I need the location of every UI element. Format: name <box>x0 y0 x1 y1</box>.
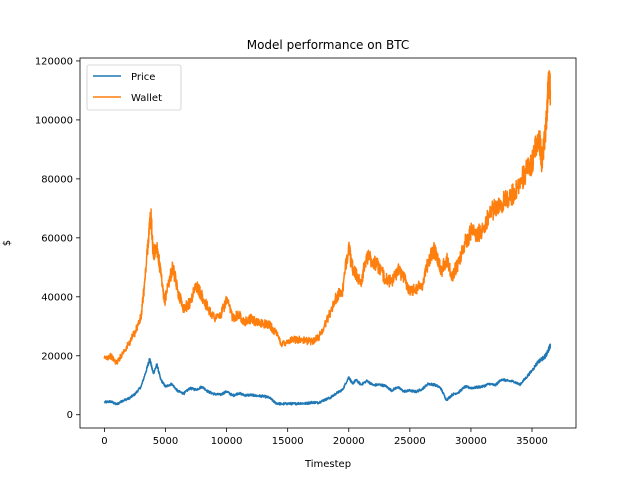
y-tick-label: 40000 <box>41 292 73 303</box>
y-tick-label: 20000 <box>41 351 73 362</box>
x-tick-label: 15000 <box>272 436 304 447</box>
y-axis: 0 20000 40000 60000 80000 100000 120000 <box>35 56 80 421</box>
chart-title: Model performance on BTC <box>247 38 410 52</box>
series-line-wallet <box>103 70 552 365</box>
y-tick-label: 120000 <box>35 56 73 67</box>
x-axis: 0 5000 10000 15000 20000 25000 30000 35000 <box>101 428 548 447</box>
x-tick-label: 35000 <box>516 436 548 447</box>
series-line-price <box>103 343 552 406</box>
series-layer <box>103 70 552 406</box>
y-tick-label: 100000 <box>35 115 73 126</box>
y-tick-label: 0 <box>67 410 73 421</box>
y-tick-label: 80000 <box>41 174 73 185</box>
legend-label-wallet: Wallet <box>131 93 162 104</box>
x-tick-label: 5000 <box>153 436 178 447</box>
y-axis-title: $ <box>2 240 13 246</box>
x-tick-label: 30000 <box>455 436 487 447</box>
x-tick-label: 0 <box>101 436 107 447</box>
y-tick-label: 60000 <box>41 233 73 244</box>
plot-frame <box>79 57 577 429</box>
x-axis-title: Timestep <box>304 459 351 470</box>
legend-label-price: Price <box>131 72 155 83</box>
x-tick-label: 25000 <box>394 436 426 447</box>
x-tick-label: 20000 <box>333 436 365 447</box>
x-tick-label: 10000 <box>211 436 243 447</box>
legend: Price Wallet <box>86 64 182 111</box>
